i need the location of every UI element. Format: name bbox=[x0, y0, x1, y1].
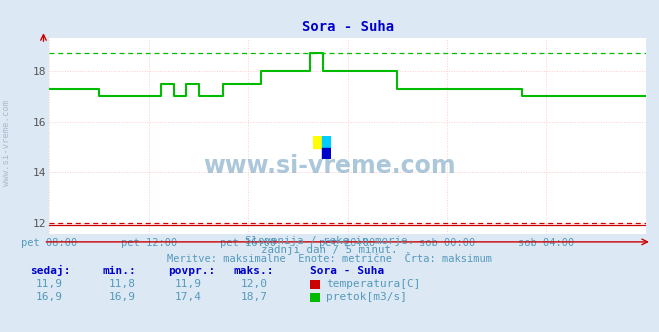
Text: min.:: min.: bbox=[102, 266, 136, 276]
Text: Slovenija / reke in morje.: Slovenija / reke in morje. bbox=[245, 236, 414, 246]
Text: 11,9: 11,9 bbox=[175, 279, 201, 289]
Text: www.si-vreme.com: www.si-vreme.com bbox=[2, 100, 11, 186]
Text: povpr.:: povpr.: bbox=[168, 266, 215, 276]
Text: 11,9: 11,9 bbox=[36, 279, 63, 289]
Text: maks.:: maks.: bbox=[234, 266, 274, 276]
Text: 17,4: 17,4 bbox=[175, 292, 201, 302]
Text: zadnji dan / 5 minut.: zadnji dan / 5 minut. bbox=[261, 245, 398, 255]
Bar bbox=[322, 148, 331, 159]
Text: 16,9: 16,9 bbox=[36, 292, 63, 302]
Text: Meritve: maksimalne  Enote: metrične  Črta: maksimum: Meritve: maksimalne Enote: metrične Črta… bbox=[167, 254, 492, 264]
Text: 18,7: 18,7 bbox=[241, 292, 267, 302]
Text: 11,8: 11,8 bbox=[109, 279, 135, 289]
Text: temperatura[C]: temperatura[C] bbox=[326, 279, 420, 289]
Bar bbox=[322, 136, 331, 148]
Text: sedaj:: sedaj: bbox=[30, 265, 70, 276]
Title: Sora - Suha: Sora - Suha bbox=[302, 20, 393, 34]
Text: pretok[m3/s]: pretok[m3/s] bbox=[326, 292, 407, 302]
Text: www.si-vreme.com: www.si-vreme.com bbox=[203, 154, 456, 178]
Text: Sora - Suha: Sora - Suha bbox=[310, 266, 384, 276]
Bar bbox=[313, 136, 322, 148]
Text: 12,0: 12,0 bbox=[241, 279, 267, 289]
Text: 16,9: 16,9 bbox=[109, 292, 135, 302]
